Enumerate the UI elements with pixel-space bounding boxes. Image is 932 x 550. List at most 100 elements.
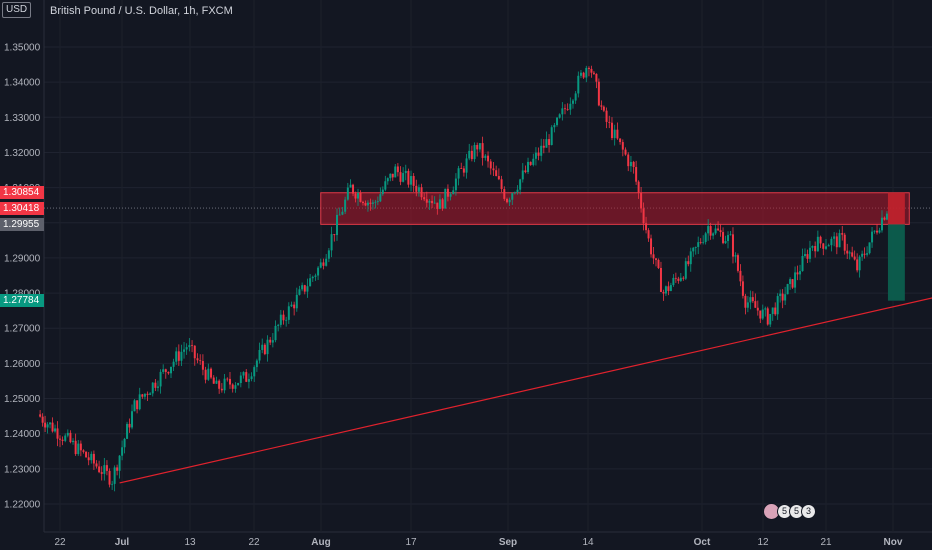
candle-body (524, 170, 527, 173)
candle-body (492, 168, 495, 171)
candle-body (655, 258, 657, 260)
candle-body (489, 161, 492, 169)
candle-body (519, 179, 522, 190)
candle-body (41, 416, 44, 423)
candle-body (285, 319, 288, 321)
candle-body (637, 181, 640, 193)
candle-body (819, 236, 822, 244)
candle-body (497, 176, 500, 180)
candle-body (247, 379, 250, 382)
candle-body (672, 277, 675, 286)
candle-body (694, 246, 697, 248)
candle-body (868, 242, 871, 254)
candle-body (177, 351, 180, 361)
economic-events[interactable]: 5 5 3 (763, 503, 816, 520)
candle-body (77, 443, 80, 455)
candle-body (74, 440, 77, 455)
candle-body (556, 117, 559, 126)
candle-body (215, 380, 218, 384)
candle-body (322, 262, 325, 266)
event-count-badge[interactable]: 3 (801, 504, 816, 519)
candle-body (441, 199, 444, 209)
candle-body (878, 230, 881, 233)
candle-body (185, 347, 188, 350)
candle-body (56, 428, 59, 439)
support-trendline[interactable] (119, 290, 932, 484)
candle-body (242, 372, 245, 376)
candle-body (476, 145, 479, 150)
candle-body (592, 72, 595, 74)
candle-body (309, 278, 312, 287)
candle-body (87, 457, 90, 461)
candle-body (263, 344, 266, 355)
candle-body (527, 161, 530, 173)
candle-body (856, 259, 859, 271)
candle-body (269, 339, 272, 343)
candle-body (105, 465, 108, 471)
candle-body (444, 188, 447, 209)
price-tick-label: 1.33000 (4, 113, 41, 124)
stop-loss-box[interactable] (887, 192, 905, 225)
candle-body (640, 192, 643, 209)
candle-body (277, 324, 280, 326)
candle-body (66, 432, 69, 436)
price-tick-label: 1.22000 (4, 500, 41, 511)
current-price-badge: 1.30418 (0, 201, 44, 215)
resistance-zone[interactable] (320, 192, 910, 225)
candle-body (582, 72, 585, 78)
candle-body (379, 194, 382, 202)
price-tick-label: 1.27000 (4, 324, 41, 335)
candle-body (629, 161, 632, 167)
candle-body (126, 423, 129, 439)
candle-body (415, 185, 418, 192)
candle-body (39, 414, 42, 417)
candle-body (210, 368, 213, 378)
candle-body (571, 100, 574, 104)
candle-body (866, 253, 869, 255)
candle-body (861, 253, 864, 257)
candle-body (717, 228, 720, 231)
price-tick-label: 1.23000 (4, 464, 41, 475)
take-profit-box[interactable] (887, 224, 905, 301)
candle-body (402, 173, 405, 182)
candle-body (858, 256, 861, 271)
candle-body (513, 192, 516, 194)
candle-body (220, 388, 223, 391)
candle-body (669, 285, 672, 291)
candle-body (59, 438, 61, 440)
target-price-badge: 1.27784 (0, 294, 44, 308)
candle-body (193, 345, 196, 359)
candle-body (729, 234, 732, 236)
candle-body (722, 232, 725, 244)
entry-price-badge: 1.29955 (0, 217, 44, 231)
candle-body (873, 230, 876, 232)
candle-body (376, 201, 379, 203)
candle-body (226, 378, 229, 380)
candle-body (789, 279, 792, 285)
time-tick-label: 22 (248, 537, 260, 548)
candle-body (258, 349, 261, 361)
candle-body (687, 261, 690, 265)
candle-body (113, 467, 116, 484)
candle-body (468, 150, 471, 159)
candle-body (344, 199, 347, 212)
candle-body (529, 161, 532, 165)
currency-button[interactable]: USD (2, 2, 32, 18)
candle-body (827, 245, 830, 247)
candle-body (183, 349, 186, 352)
event-count-badge[interactable]: 5 (777, 504, 792, 519)
candle-body (822, 243, 825, 249)
candle-body (739, 270, 742, 282)
candle-body (487, 155, 490, 162)
candle-body (863, 253, 866, 255)
candle-body (574, 93, 577, 101)
candle-body (357, 192, 359, 199)
candle-body (196, 358, 199, 361)
candle-body (577, 75, 580, 94)
stop-loss-price-badge: 1.30854 (0, 186, 44, 200)
candle-body (175, 351, 178, 362)
candle-body (386, 178, 389, 182)
candle-body (564, 108, 567, 110)
